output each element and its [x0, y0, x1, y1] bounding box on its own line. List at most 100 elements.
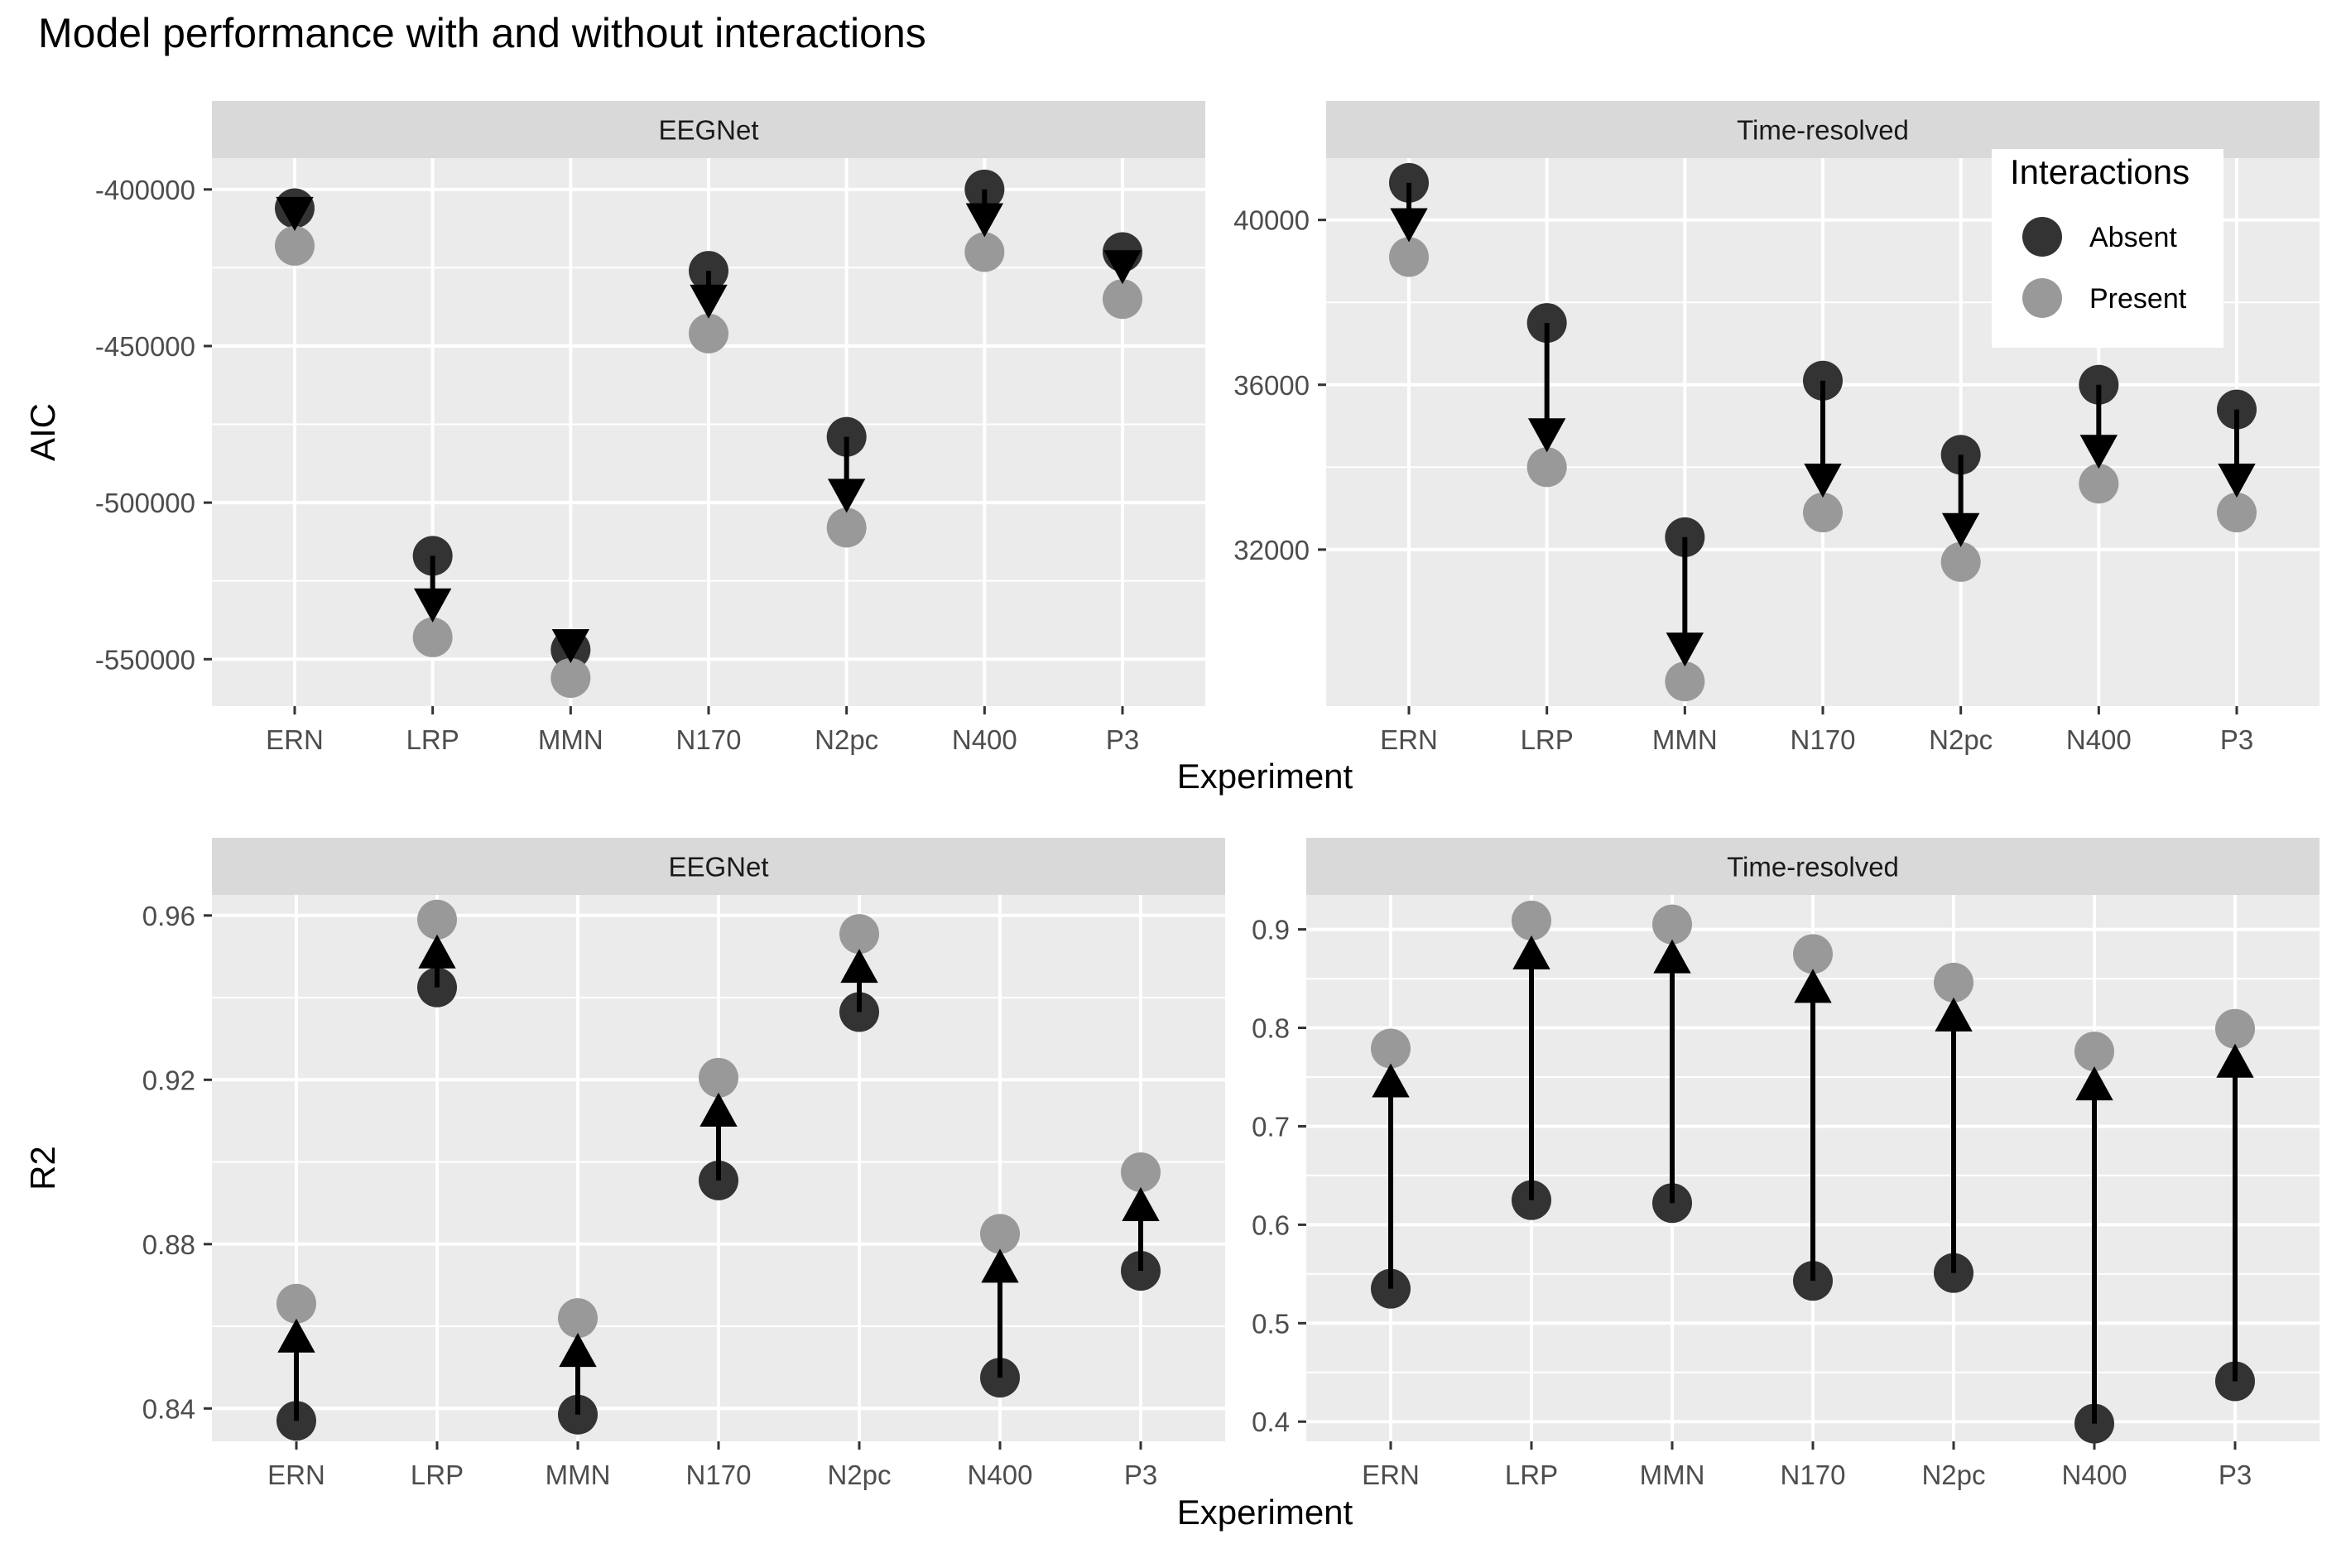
change-arrow-head	[1804, 464, 1842, 498]
y-tick-label: -550000	[95, 644, 195, 675]
point-present	[558, 1298, 598, 1339]
point-present	[1512, 900, 1551, 940]
point-present	[1793, 934, 1833, 974]
x-tick-label: N2pc	[827, 1460, 891, 1490]
x-tick-label: N170	[676, 724, 742, 755]
panel-strip	[1306, 838, 2320, 895]
y-tick-label: -450000	[95, 331, 195, 362]
point-present	[2074, 1032, 2114, 1072]
change-arrow-head	[690, 284, 728, 319]
y-tick-label: 0.88	[142, 1229, 195, 1260]
change-arrow-head	[277, 1318, 315, 1353]
y-tick-label: 0.9	[1252, 915, 1290, 945]
y-tick-label: 0.84	[142, 1393, 195, 1424]
figure-title: Model performance with and without inter…	[38, 10, 926, 56]
change-arrow-head	[1666, 632, 1704, 667]
point-absent	[2217, 389, 2257, 430]
change-arrow-head	[1512, 935, 1550, 969]
point-present	[2079, 464, 2119, 504]
x-tick-label: N2pc	[815, 724, 878, 755]
x-tick-label: LRP	[1505, 1460, 1558, 1490]
panel-strip	[212, 838, 1225, 895]
legend-label-present: Present	[2089, 283, 2187, 315]
x-tick-label: N400	[968, 1460, 1033, 1490]
change-arrow-head	[1941, 512, 1980, 547]
change-arrow-head	[2079, 435, 2118, 469]
x-tick-label: P3	[1124, 1460, 1157, 1490]
y-tick-label: 0.8	[1252, 1013, 1290, 1044]
change-arrow-head	[1527, 418, 1566, 453]
y-tick-label: 0.6	[1252, 1210, 1290, 1240]
x-tick-label: N170	[1791, 724, 1856, 755]
y-tick-label: 40000	[1233, 205, 1310, 236]
panel-strip-label: Time-resolved	[1727, 852, 1899, 883]
change-arrow-head	[827, 479, 866, 513]
point-present	[1389, 237, 1429, 277]
point-present	[1103, 279, 1142, 320]
x-axis-title-top: Experiment	[1177, 757, 1353, 796]
change-arrow-head	[1794, 969, 1832, 1003]
point-present	[1803, 493, 1843, 533]
point-present	[839, 914, 879, 955]
change-arrow-head	[840, 949, 878, 984]
y-tick-label: -500000	[95, 488, 195, 518]
x-tick-label: MMN	[546, 1460, 611, 1490]
x-tick-label: N400	[952, 724, 1017, 755]
point-present	[1934, 962, 1973, 1003]
x-tick-label: ERN	[266, 724, 324, 755]
panel-3: EEGNet 0.96 0.92 0.88 0.84 ERN LRP MMN N170 N2pc N…	[23, 838, 1225, 1490]
point-present	[1665, 661, 1705, 702]
y-axis-title: R2	[23, 1146, 62, 1190]
legend-key-absent	[2022, 217, 2062, 257]
point-present	[1652, 904, 1692, 945]
x-tick-label: N170	[686, 1460, 752, 1490]
panel-strip	[1326, 101, 2320, 158]
x-tick-label: LRP	[411, 1460, 464, 1490]
legend-key-present	[2022, 278, 2062, 318]
y-tick-label: 36000	[1233, 370, 1310, 401]
point-present	[699, 1057, 738, 1098]
y-tick-label: -400000	[95, 175, 195, 205]
y-tick-label: 0.7	[1252, 1111, 1290, 1142]
point-present	[276, 1283, 316, 1324]
change-arrow-head	[551, 628, 590, 664]
point-present	[964, 232, 1005, 272]
y-tick-label: 0.4	[1252, 1407, 1290, 1437]
x-tick-label: LRP	[1521, 724, 1574, 755]
change-arrow-head	[1372, 1063, 1410, 1098]
panel-2: Time-resolved 40000 36000 32000 ERN LRP MMN N17…	[1233, 101, 2320, 755]
x-tick-label: MMN	[1640, 1460, 1705, 1490]
legend: Interactions Absent Present	[1992, 149, 2223, 348]
point-present	[417, 899, 457, 940]
change-arrow-head	[965, 203, 1004, 238]
y-tick-label: 0.92	[142, 1065, 195, 1095]
y-tick-label: 32000	[1233, 535, 1310, 565]
x-tick-label: MMN	[538, 724, 603, 755]
change-arrow-head	[2075, 1066, 2113, 1101]
panel-strip-label: EEGNet	[668, 852, 768, 883]
point-present	[2215, 1008, 2255, 1049]
point-present	[1371, 1028, 1411, 1069]
x-axis-title-bottom: Experiment	[1177, 1493, 1353, 1532]
change-arrow-head	[2216, 1043, 2254, 1078]
change-arrow-head	[276, 196, 314, 231]
change-arrow-head	[413, 588, 452, 623]
x-tick-label: P3	[1106, 724, 1139, 755]
legend-title: Interactions	[2010, 152, 2190, 191]
change-arrow-head	[981, 1248, 1019, 1283]
panel-strip	[212, 101, 1205, 158]
panels: EEGNet -400000 -450000 -500000 -550000 ERN LRP…	[23, 101, 2320, 1490]
x-tick-label: MMN	[1652, 724, 1718, 755]
point-present	[826, 507, 867, 548]
change-arrow-head	[1122, 1186, 1160, 1221]
change-arrow-head	[559, 1333, 597, 1368]
panel-1: EEGNet -400000 -450000 -500000 -550000 ERN LRP…	[23, 101, 1205, 755]
point-present	[275, 225, 315, 266]
y-axis-title: AIC	[23, 403, 62, 461]
change-arrow-head	[2218, 464, 2256, 498]
x-tick-label: P3	[2220, 724, 2253, 755]
change-arrow-head	[418, 934, 456, 969]
x-tick-label: N400	[2066, 724, 2132, 755]
